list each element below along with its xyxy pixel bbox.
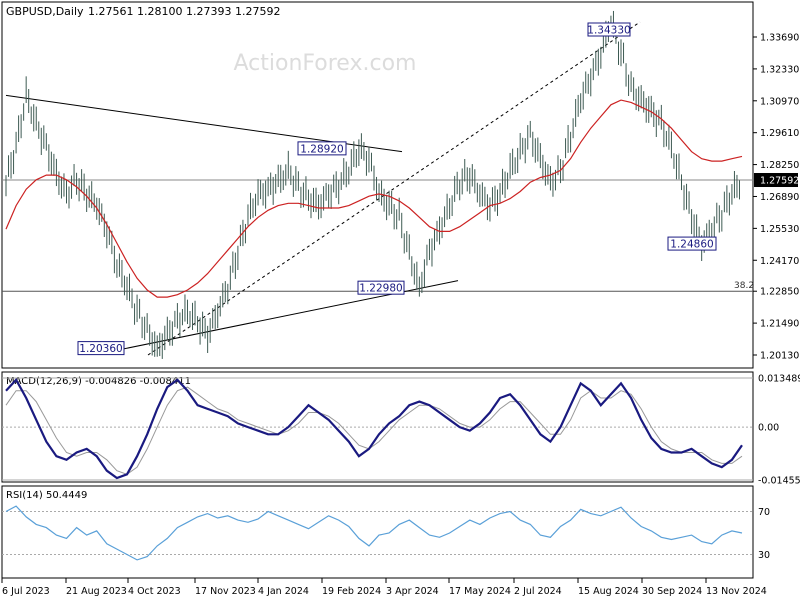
ohlc-readout: 1.27561 1.28100 1.27393 1.27592 xyxy=(88,5,280,18)
time-tick-label: 2 Jul 2024 xyxy=(514,586,562,597)
symbol-label: GBPUSD,Daily xyxy=(6,5,84,18)
price-bars xyxy=(5,10,740,359)
price-tick-label: 1.24170 xyxy=(760,256,799,267)
price-tick-label: 1.26890 xyxy=(760,192,799,203)
price-tick-label: 1.28250 xyxy=(760,160,799,171)
price-tick-label: 1.21490 xyxy=(760,319,799,330)
time-axis: 6 Jul 2023 21 Aug 2023 4 Oct 2023 17 Nov 20… xyxy=(1,578,767,597)
price-tick-label: 1.32330 xyxy=(760,64,799,75)
rsi-title: RSI(14) 50.4449 xyxy=(6,490,87,501)
watermark: ActionForex.com xyxy=(234,51,417,76)
macd-panel: MACD(12,26,9) -0.004826 -0.008411 0.0134… xyxy=(1,371,800,487)
time-tick-label: 3 Apr 2024 xyxy=(386,586,439,597)
price-tick-label: 1.29610 xyxy=(760,128,799,139)
annotation-box xyxy=(357,280,405,295)
time-tick-label: 4 Jan 2024 xyxy=(258,586,309,597)
rsi-line xyxy=(5,505,743,561)
time-tick-label: 21 Aug 2023 xyxy=(66,586,127,597)
current-price-box xyxy=(754,173,798,188)
moving-average-line xyxy=(5,99,743,298)
macd-tick-label: 0.013489 xyxy=(758,374,800,385)
annotation-label: 1.22980 xyxy=(359,283,402,295)
time-tick-label: 6 Jul 2023 xyxy=(2,586,50,597)
time-tick-label: 17 May 2024 xyxy=(449,586,511,597)
rsi-axis: 70 30 xyxy=(758,507,770,561)
price-tick-label: 1.20130 xyxy=(760,351,799,362)
price-panel-frame xyxy=(1,1,754,369)
price-tick-label: 1.30970 xyxy=(760,96,799,107)
time-tick-label: 13 Nov 2024 xyxy=(706,586,767,597)
time-tick-label: 4 Oct 2023 xyxy=(128,586,181,597)
price-tick-label: 1.22850 xyxy=(760,287,799,298)
rsi-tick-label: 30 xyxy=(758,550,770,561)
macd-tick-label: 0.00 xyxy=(758,423,779,434)
price-tick-label: 1.25530 xyxy=(760,224,799,235)
price-tick-label: 1.33690 xyxy=(760,33,799,44)
macd-line xyxy=(5,377,743,480)
annotation-label: 1.24860 xyxy=(670,239,713,251)
time-tick-label: 17 Nov 2023 xyxy=(195,586,256,597)
macd-axis: 0.013489 0.00 -0.014554 xyxy=(758,374,800,487)
annotation-box xyxy=(667,236,717,251)
time-tick-label: 30 Sep 2024 xyxy=(642,586,702,597)
price-axis: 1.33690 1.32330 1.30970 1.29610 1.28250 1.268… xyxy=(753,33,799,362)
annotation-label: 1.28920 xyxy=(300,143,343,155)
annotation-label: 1.20360 xyxy=(79,343,122,355)
annotation-box xyxy=(587,22,631,37)
time-tick-label: 19 Feb 2024 xyxy=(322,586,381,597)
current-price-label: 1.27592 xyxy=(760,176,799,187)
rsi-panel-frame xyxy=(1,485,754,579)
annotation-box xyxy=(297,141,347,156)
time-tick-label: 15 Aug 2024 xyxy=(578,586,639,597)
annotation-box xyxy=(77,341,125,356)
rsi-panel: RSI(14) 50.4449 70 30 xyxy=(1,485,770,579)
macd-tick-label: -0.014554 xyxy=(758,476,800,487)
rsi-tick-label: 70 xyxy=(758,507,770,518)
macd-grid xyxy=(2,377,753,481)
price-panel: GBPUSD,Daily 1.27561 1.28100 1.27393 1.2… xyxy=(1,1,799,369)
macd-title: MACD(12,26,9) -0.004826 -0.008411 xyxy=(6,376,191,387)
fib-label: 38.2 xyxy=(734,281,754,291)
annotation-label: 1.34330 xyxy=(587,25,630,37)
price-annotations: 1.34330 1.28920 1.22980 1.20360 1.24860 xyxy=(77,22,717,356)
